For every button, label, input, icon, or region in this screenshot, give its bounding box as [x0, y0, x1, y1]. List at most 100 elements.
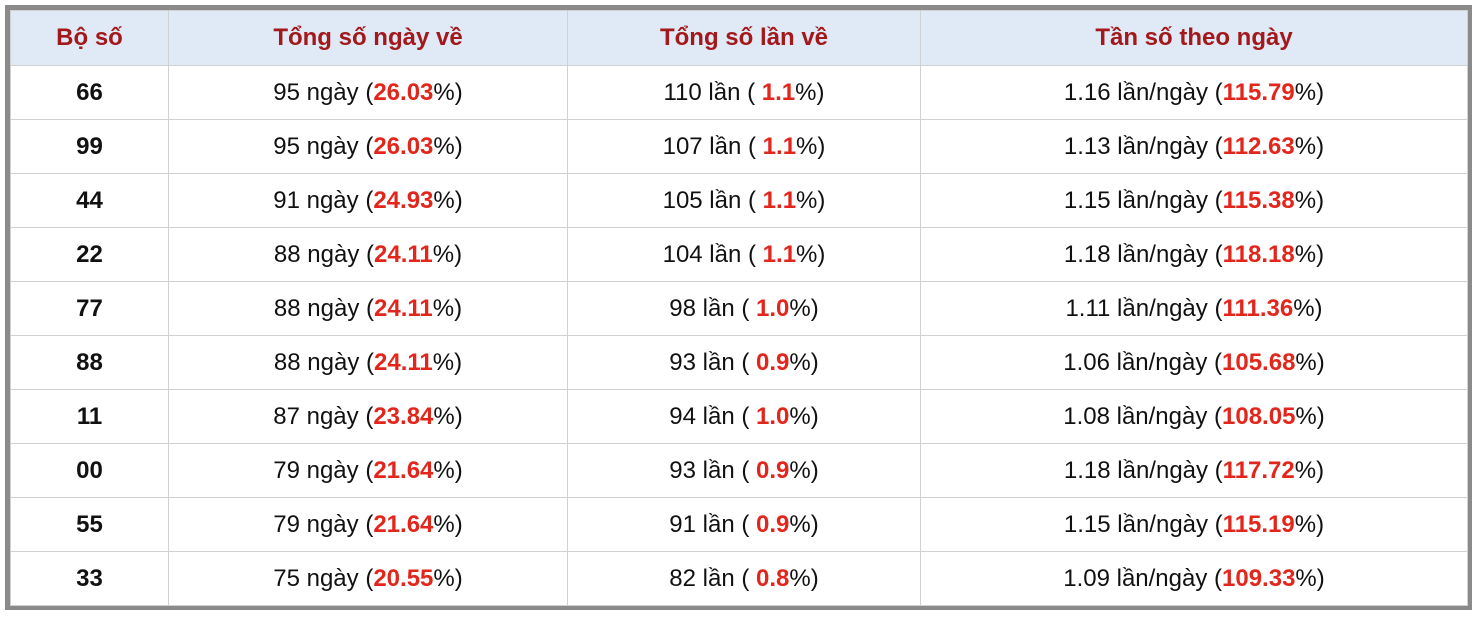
number-cell: 33: [10, 551, 169, 606]
table-cell: 82 lần ( 0.8%): [567, 551, 921, 606]
highlight-value: 0.8: [756, 564, 790, 592]
highlight-value: 21.64: [373, 456, 434, 484]
cell-text: %): [789, 456, 819, 484]
highlight-value: 115.19: [1222, 510, 1295, 538]
highlight-value: 21.64: [373, 510, 434, 538]
cell-text: %): [1294, 240, 1325, 268]
table-cell: 110 lần ( 1.1%): [567, 65, 921, 120]
cell-text: %): [432, 240, 463, 268]
table-cell: 88 ngày (24.11%): [168, 335, 568, 390]
number-cell: 99: [10, 119, 169, 174]
highlight-value: 111.36: [1222, 294, 1294, 322]
cell-text: 95 ngày (: [273, 78, 374, 106]
table-body: 66 95 ngày (26.03%) 110 lần ( 1.1%) 1.16 lầ…: [10, 65, 1468, 606]
table-cell: 75 ngày (20.55%): [168, 551, 568, 606]
highlight-value: 1.1: [761, 78, 796, 106]
table-cell: 107 lần ( 1.1%): [567, 119, 921, 174]
cell-text: 107 lần (: [662, 132, 763, 160]
cell-text: 93 lần (: [669, 348, 756, 376]
cell-text: 79 ngày (: [273, 456, 374, 484]
cell-text: 95 ngày (: [273, 132, 374, 160]
table-cell: 87 ngày (23.84%): [168, 389, 568, 444]
cell-text: 1.15 lần/ngày (: [1063, 186, 1223, 214]
table-cell: 1.13 lần/ngày (112.63%): [920, 119, 1468, 174]
table-cell: 1.15 lần/ngày (115.19%): [920, 497, 1468, 552]
highlight-value: 1.1: [762, 240, 797, 268]
table-row: 66 95 ngày (26.03%) 110 lần ( 1.1%) 1.16 lầ…: [10, 65, 1468, 120]
highlight-value: 115.38: [1222, 186, 1295, 214]
cell-text: %): [432, 294, 463, 322]
table-cell: 88 ngày (24.11%): [168, 227, 568, 282]
table-row: 00 79 ngày (21.64%) 93 lần ( 0.9%) 1.18 lần…: [10, 443, 1468, 498]
table-cell: 1.11 lần/ngày (111.36%): [920, 281, 1468, 336]
cell-text: %): [789, 564, 819, 592]
highlight-value: 0.9: [756, 348, 790, 376]
cell-text: %): [432, 348, 463, 376]
table-cell: 91 lần ( 0.9%): [567, 497, 921, 552]
cell-text: %): [796, 132, 826, 160]
highlight-value: 105.68: [1222, 348, 1296, 376]
header-cell: Tần số theo ngày: [920, 10, 1468, 66]
cell-text: %): [795, 78, 825, 106]
table-cell: 95 ngày (26.03%): [168, 65, 568, 120]
table-cell: 93 lần ( 0.9%): [567, 335, 921, 390]
cell-text: %): [789, 294, 819, 322]
highlight-value: 109.33: [1222, 564, 1296, 592]
table-row: 99 95 ngày (26.03%) 107 lần ( 1.1%) 1.13 lầ…: [10, 119, 1468, 174]
number-cell: 11: [10, 389, 169, 444]
number-cell: 44: [10, 173, 169, 228]
highlight-value: 0.9: [756, 510, 790, 538]
cell-text: %): [433, 564, 463, 592]
cell-text: 1.13 lần/ngày (: [1063, 132, 1223, 160]
highlight-value: 1.0: [756, 402, 790, 430]
cell-text: 91 ngày (: [273, 186, 374, 214]
cell-text: 1.18 lần/ngày (: [1063, 240, 1223, 268]
highlight-value: 117.72: [1222, 456, 1295, 484]
cell-text: %): [433, 510, 463, 538]
cell-text: %): [1295, 402, 1325, 430]
table-cell: 1.18 lần/ngày (117.72%): [920, 443, 1468, 498]
cell-text: 79 ngày (: [273, 510, 374, 538]
cell-text: 91 lần (: [669, 510, 756, 538]
highlight-value: 1.0: [756, 294, 790, 322]
cell-text: %): [1295, 564, 1325, 592]
table-row: 77 88 ngày (24.11%) 98 lần ( 1.0%) 1.11 lần…: [10, 281, 1468, 336]
cell-text: %): [1294, 186, 1325, 214]
cell-text: 1.06 lần/ngày (: [1063, 348, 1223, 376]
cell-text: %): [789, 348, 819, 376]
cell-text: 88 ngày (: [273, 294, 374, 322]
table-cell: 79 ngày (21.64%): [168, 443, 568, 498]
cell-text: 82 lần (: [669, 564, 756, 592]
highlight-value: 26.03: [373, 132, 434, 160]
cell-text: 88 ngày (: [273, 240, 374, 268]
number-cell: 88: [10, 335, 169, 390]
highlight-value: 0.9: [756, 456, 790, 484]
cell-text: %): [789, 510, 819, 538]
number-cell: 77: [10, 281, 169, 336]
highlight-value: 118.18: [1222, 240, 1295, 268]
cell-text: %): [796, 186, 826, 214]
table-cell: 1.15 lần/ngày (115.38%): [920, 173, 1468, 228]
cell-text: 93 lần (: [669, 456, 756, 484]
highlight-value: 26.03: [373, 78, 434, 106]
table-cell: 1.09 lần/ngày (109.33%): [920, 551, 1468, 606]
header-cell: Tổng số ngày về: [168, 10, 568, 66]
table-row: 88 88 ngày (24.11%) 93 lần ( 0.9%) 1.06 lần…: [10, 335, 1468, 390]
highlight-value: 1.1: [762, 132, 797, 160]
highlight-value: 108.05: [1222, 402, 1296, 430]
stats-table: Bộ số Tổng số ngày về Tổng số lần về Tần số…: [10, 10, 1468, 606]
highlight-value: 24.11: [374, 348, 433, 376]
cell-text: %): [433, 456, 463, 484]
highlight-value: 20.55: [373, 564, 434, 592]
table-cell: 79 ngày (21.64%): [168, 497, 568, 552]
table-cell: 1.16 lần/ngày (115.79%): [920, 65, 1468, 120]
table-row: 33 75 ngày (20.55%) 82 lần ( 0.8%) 1.09 lần…: [10, 551, 1468, 606]
table-cell: 1.18 lần/ngày (118.18%): [920, 227, 1468, 282]
cell-text: 94 lần (: [669, 402, 756, 430]
highlight-value: 115.79: [1222, 78, 1295, 106]
cell-text: %): [1295, 348, 1325, 376]
highlight-value: 24.11: [374, 240, 433, 268]
cell-text: 110 lần (: [663, 78, 762, 106]
table-cell: 104 lần ( 1.1%): [567, 227, 921, 282]
